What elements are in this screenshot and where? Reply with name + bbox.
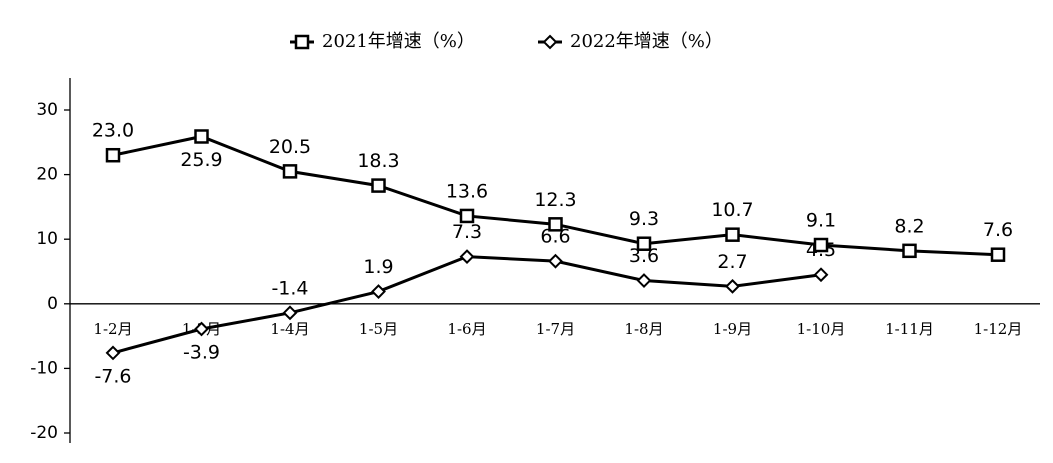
point <box>636 273 652 288</box>
point <box>636 236 652 251</box>
data-label: 7.6 <box>983 219 1013 241</box>
data-label: 18.3 <box>357 150 399 172</box>
point <box>542 34 558 50</box>
point <box>194 321 209 337</box>
point <box>548 217 563 232</box>
data-label: -1.4 <box>271 277 308 299</box>
y-tick-label: 10 <box>36 229 58 249</box>
point <box>459 208 475 224</box>
point <box>548 253 563 269</box>
data-label: 7.3 <box>452 221 482 243</box>
x-tick-label: 1-10月 <box>797 320 846 338</box>
series-line <box>112 255 822 355</box>
point <box>459 249 475 265</box>
legend-label: 2021年增速（%） <box>322 31 475 52</box>
data-label: 10.7 <box>711 199 753 221</box>
point <box>105 147 121 163</box>
data-label: 13.6 <box>446 180 488 202</box>
point <box>282 305 298 321</box>
point <box>371 284 386 299</box>
x-tick-label: 1-9月 <box>713 320 752 338</box>
point <box>725 278 740 294</box>
data-label: 8.2 <box>894 215 924 237</box>
data-label: 20.5 <box>269 136 311 158</box>
data-label: 23.0 <box>92 120 134 142</box>
point <box>105 345 121 361</box>
y-tick-label: 20 <box>36 165 58 185</box>
x-tick-label: 1-4月 <box>270 320 309 338</box>
x-tick-label: 1-5月 <box>359 320 398 338</box>
data-label: 4.5 <box>806 239 836 261</box>
point <box>990 247 1006 262</box>
data-label: 6.6 <box>540 226 570 248</box>
data-label: 3.6 <box>629 245 659 267</box>
x-tick-label: 1-12月 <box>974 320 1023 338</box>
data-label: 12.3 <box>534 189 576 211</box>
y-tick-label: -10 <box>30 358 58 378</box>
data-label: 9.3 <box>629 208 659 230</box>
data-label: -3.9 <box>183 341 220 363</box>
legend-label: 2022年增速（%） <box>570 31 723 52</box>
data-label: 9.1 <box>806 210 836 232</box>
point <box>294 34 310 50</box>
point <box>813 237 829 253</box>
x-tick-label: 1-6月 <box>447 320 486 338</box>
x-tick-label: 1-2月 <box>93 320 132 338</box>
data-label: 2.7 <box>717 251 747 273</box>
y-tick-label: -20 <box>30 423 58 443</box>
x-tick-label: 1-11月 <box>885 320 934 338</box>
point <box>194 129 209 144</box>
x-tick-label: 1-7月 <box>536 320 575 338</box>
point <box>725 227 740 242</box>
y-tick-label: 0 <box>47 294 58 314</box>
point <box>902 243 917 259</box>
data-label: -7.6 <box>94 365 131 387</box>
data-label: 25.9 <box>180 149 222 171</box>
data-label: 1.9 <box>363 256 393 278</box>
point <box>282 164 298 179</box>
point <box>813 267 829 283</box>
point <box>371 178 386 193</box>
x-tick-label: 1-8月 <box>624 320 663 338</box>
y-tick-label: 30 <box>36 100 58 120</box>
